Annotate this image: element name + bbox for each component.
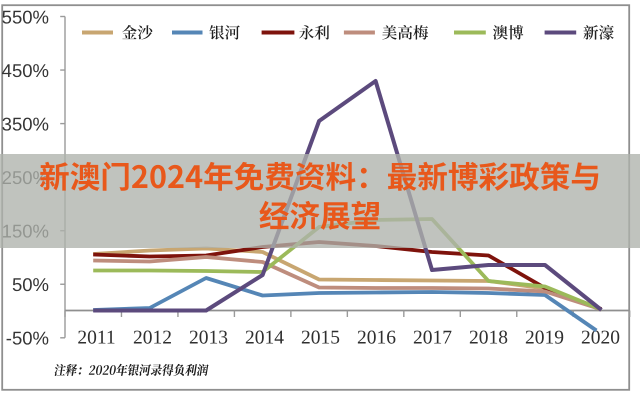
svg-text:350%: 350% xyxy=(2,113,49,134)
svg-text:2011: 2011 xyxy=(77,328,115,349)
svg-text:-50%: -50% xyxy=(6,328,49,349)
svg-text:2012: 2012 xyxy=(133,328,172,349)
svg-text:2015: 2015 xyxy=(301,328,340,349)
svg-text:550%: 550% xyxy=(2,6,49,27)
svg-text:2019: 2019 xyxy=(525,328,564,349)
svg-text:2020: 2020 xyxy=(581,328,620,349)
svg-text:2013: 2013 xyxy=(189,328,228,349)
svg-text:450%: 450% xyxy=(2,60,49,81)
svg-text:50%: 50% xyxy=(12,274,49,295)
svg-text:2018: 2018 xyxy=(469,328,508,349)
svg-text:2017: 2017 xyxy=(413,328,452,349)
svg-text:2014: 2014 xyxy=(245,328,284,349)
svg-text:2016: 2016 xyxy=(357,328,396,349)
